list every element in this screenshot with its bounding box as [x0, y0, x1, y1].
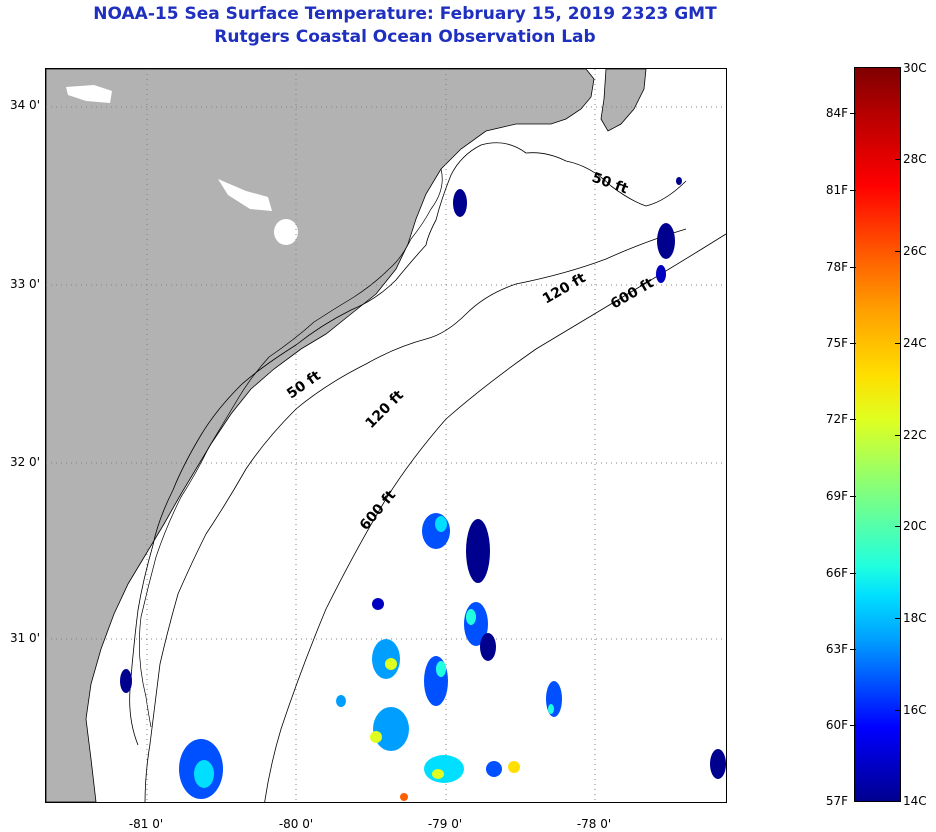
lake: [274, 219, 298, 245]
contour-label-600ft-south: 600 ft: [357, 487, 400, 533]
sst-patch: [436, 661, 446, 677]
colorbar-c-26: 26C: [903, 244, 927, 258]
sst-map: 50 ft 120 ft 600 ft 50 ft 120 ft 600 ft: [45, 68, 727, 803]
sst-patch: [194, 760, 214, 788]
colorbar-c-28: 28C: [903, 152, 927, 166]
land-mass: [46, 69, 595, 802]
contour-label-120ft-south: 120 ft: [363, 387, 408, 432]
lon-label-79: -79 0': [427, 817, 463, 831]
lat-label-33: 33 0': [9, 277, 40, 291]
sst-patch: [546, 681, 562, 717]
coastline-detail: [139, 168, 443, 728]
colorbar-f-78: 78F: [825, 260, 848, 274]
colorbar-f-57: 57F: [825, 794, 848, 808]
sst-patch: [432, 769, 444, 779]
sst-patch: [676, 177, 682, 185]
land-mass-ne: [600, 69, 647, 132]
sst-patch: [466, 609, 476, 625]
colorbar-c-18: 18C: [903, 611, 927, 625]
lat-label-34: 34 0': [9, 98, 40, 112]
title-line-2: Rutgers Coastal Ocean Observation Lab: [214, 27, 596, 47]
colorbar-tick: [850, 573, 856, 574]
colorbar-tick: [895, 343, 901, 344]
contour-label-120ft-north: 120 ft: [540, 270, 589, 307]
sst-patch: [548, 704, 554, 714]
sst-patch: [370, 731, 382, 743]
sst-patch: [657, 223, 675, 259]
contour-600ft: [264, 233, 726, 802]
colorbar-f-69: 69F: [825, 489, 848, 503]
colorbar-c-20: 20C: [903, 519, 927, 533]
sst-patch: [373, 707, 409, 751]
sst-patch: [710, 749, 726, 779]
colorbar-tick: [850, 496, 856, 497]
sst-patch: [336, 695, 346, 707]
sst-patch: [466, 519, 490, 583]
lake: [66, 85, 112, 103]
sst-patch: [372, 639, 400, 679]
colorbar-f-60: 60F: [825, 718, 848, 732]
sst-patch: [508, 761, 520, 773]
sst-patch: [120, 669, 132, 693]
contour-label-50ft-south: 50 ft: [284, 368, 324, 403]
contour-label-600ft-north: 600 ft: [608, 275, 657, 312]
lat-label-32: 32 0': [9, 455, 40, 469]
colorbar-f-63: 63F: [825, 642, 848, 656]
colorbar-tick: [850, 267, 856, 268]
colorbar-tick: [895, 435, 901, 436]
contour-50ft-east: [565, 160, 687, 207]
sst-patch: [422, 513, 450, 549]
temperature-colorbar: [854, 67, 901, 802]
colorbar-tick: [895, 526, 901, 527]
lon-label-80: -80 0': [278, 817, 314, 831]
title-line-1: NOAA-15 Sea Surface Temperature: Februar…: [93, 4, 717, 24]
colorbar-tick: [850, 113, 856, 114]
colorbar-tick: [850, 649, 856, 650]
colorbar-c-22: 22C: [903, 428, 927, 442]
colorbar-tick: [895, 251, 901, 252]
sst-patch: [385, 658, 397, 670]
sst-patch: [372, 598, 384, 610]
lon-label-78: -78 0': [576, 817, 612, 831]
sst-patch: [480, 633, 496, 661]
colorbar-c-16: 16C: [903, 703, 927, 717]
colorbar-tick: [850, 725, 856, 726]
contour-label-50ft-north: 50 ft: [590, 170, 631, 198]
colorbar-tick: [850, 190, 856, 191]
colorbar-tick: [850, 343, 856, 344]
colorbar-tick: [850, 419, 856, 420]
colorbar-c-24: 24C: [903, 336, 927, 350]
colorbar-f-81: 81F: [825, 183, 848, 197]
lake: [218, 179, 272, 211]
lon-label-81: -81 0': [128, 817, 164, 831]
colorbar-c-30: 30C: [903, 61, 927, 75]
colorbar-f-66: 66F: [825, 566, 848, 580]
sst-patch: [656, 265, 666, 283]
sst-patch: [435, 516, 447, 532]
colorbar-tick: [895, 710, 901, 711]
colorbar-tick: [895, 618, 901, 619]
sst-patch: [453, 189, 467, 217]
sst-patch: [400, 793, 408, 801]
sst-patch: [486, 761, 502, 777]
contour-50ft: [129, 142, 567, 746]
lat-label-31: 31 0': [9, 631, 40, 645]
contour-120ft: [144, 228, 687, 802]
colorbar-f-84: 84F: [825, 106, 848, 120]
colorbar-c-14: 14C: [903, 794, 927, 808]
sst-data-patches: [120, 177, 726, 801]
colorbar-f-75: 75F: [825, 336, 848, 350]
sst-patch: [424, 755, 464, 783]
colorbar-f-72: 72F: [825, 412, 848, 426]
colorbar-tick: [895, 159, 901, 160]
